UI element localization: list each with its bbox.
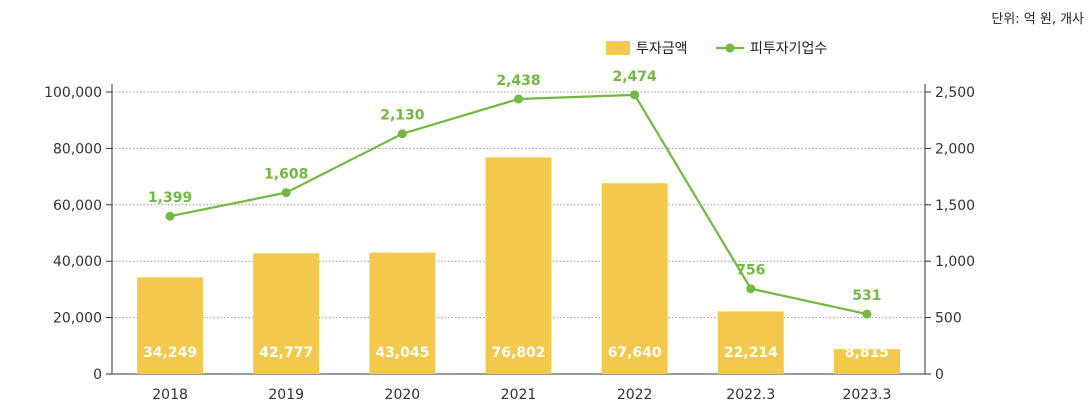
left-tick-label: 0 <box>93 367 102 383</box>
bar-value-label: 22,214 <box>724 345 778 361</box>
bar <box>717 311 784 374</box>
left-tick-label: 80,000 <box>53 141 102 157</box>
bar-value-label: 76,802 <box>491 345 545 361</box>
bar <box>485 157 552 374</box>
right-tick-label: 1,500 <box>935 198 975 214</box>
bar <box>253 253 320 374</box>
bar-value-label: 34,249 <box>143 345 197 361</box>
line-point <box>165 211 175 221</box>
line-point <box>746 284 756 294</box>
line-value-label: 1,399 <box>148 190 192 206</box>
legend-line-label: 피투자기업수 <box>750 41 827 57</box>
legend-bar-label: 투자금액 <box>636 41 688 57</box>
bar-value-label: 43,045 <box>375 345 429 361</box>
left-tick-label: 100,000 <box>44 85 102 101</box>
x-tick-label: 2021 <box>501 387 537 403</box>
bar <box>137 277 204 374</box>
left-tick-label: 40,000 <box>53 254 102 270</box>
bar-value-label: 42,777 <box>259 345 313 361</box>
right-tick-label: 1,000 <box>935 254 975 270</box>
right-tick-label: 2,500 <box>935 85 975 101</box>
legend-line-marker <box>725 43 735 53</box>
left-tick-label: 20,000 <box>53 311 102 327</box>
x-tick-label: 2018 <box>152 387 188 403</box>
line-point <box>281 188 291 198</box>
bar <box>369 252 436 374</box>
unit-note: 단위: 억 원, 개사 <box>991 12 1084 27</box>
right-tick-label: 2,000 <box>935 141 975 157</box>
line-point <box>514 94 523 104</box>
bar <box>601 183 668 374</box>
x-tick-label: 2020 <box>385 387 421 403</box>
line-point <box>862 309 872 319</box>
line-point <box>397 129 407 139</box>
line-value-label: 2,130 <box>380 108 425 124</box>
x-tick-label: 2022 <box>617 387 653 403</box>
line-value-label: 2,474 <box>612 69 657 85</box>
line-point <box>630 90 640 100</box>
line-value-label: 1,608 <box>264 167 308 183</box>
line-value-label: 531 <box>852 288 881 304</box>
x-tick-label: 2019 <box>268 387 304 403</box>
left-tick-label: 60,000 <box>53 198 102 214</box>
bar <box>833 349 900 374</box>
x-tick-label: 2023.3 <box>842 387 891 403</box>
bar-value-label: 8,815 <box>845 345 889 361</box>
x-tick-label: 2022.3 <box>726 387 775 403</box>
line-value-label: 756 <box>736 263 765 279</box>
line-value-label: 2,438 <box>496 73 540 89</box>
right-tick-label: 500 <box>935 311 962 327</box>
right-tick-label: 0 <box>935 367 944 383</box>
legend-bar-swatch <box>606 41 630 55</box>
bar-value-label: 67,640 <box>608 345 662 361</box>
